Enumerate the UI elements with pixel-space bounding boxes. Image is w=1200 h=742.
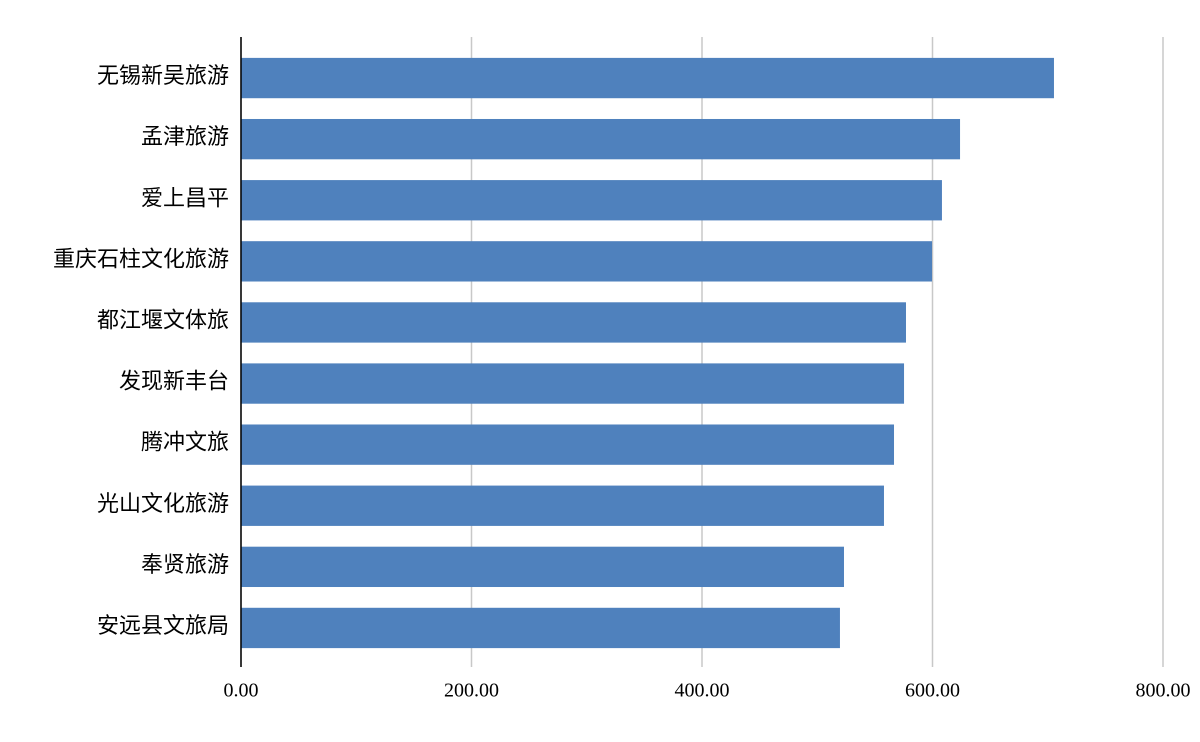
- bar: [241, 118, 961, 160]
- y-tick-label: 腾冲文旅: [141, 430, 229, 455]
- bar: [241, 485, 884, 526]
- y-tick-label: 爱上昌平: [141, 185, 229, 210]
- y-tick-label: 重庆石柱文化旅游: [53, 246, 229, 271]
- bars: [241, 57, 1054, 649]
- y-tick-label: 安远县文旅局: [97, 613, 229, 638]
- y-tick-label: 都江堰文体旅: [97, 307, 229, 332]
- y-tick-label: 奉贤旅游: [141, 552, 229, 577]
- bar: [241, 302, 906, 343]
- bar: [241, 424, 895, 465]
- bar: [241, 363, 905, 404]
- y-tick-label: 孟津旅游: [141, 124, 229, 149]
- x-tick-label: 200.00: [444, 680, 499, 702]
- x-tick-label: 600.00: [905, 680, 960, 702]
- bar: [241, 607, 840, 649]
- bar: [241, 241, 933, 282]
- y-tick-label: 发现新丰台: [119, 369, 229, 394]
- y-tick-label: 无锡新吴旅游: [97, 63, 229, 88]
- x-tick-label: 800.00: [1136, 680, 1191, 702]
- bar: [241, 57, 1054, 99]
- bar: [241, 180, 942, 221]
- x-tick-label: 0.00: [224, 680, 259, 702]
- bar: [241, 546, 844, 588]
- y-tick-label: 光山文化旅游: [97, 491, 229, 516]
- x-tick-label: 400.00: [675, 680, 730, 702]
- labels: 0.00 200.00 400.00 600.00 800.00 无锡新吴旅游孟津旅游爱上…: [53, 63, 1191, 701]
